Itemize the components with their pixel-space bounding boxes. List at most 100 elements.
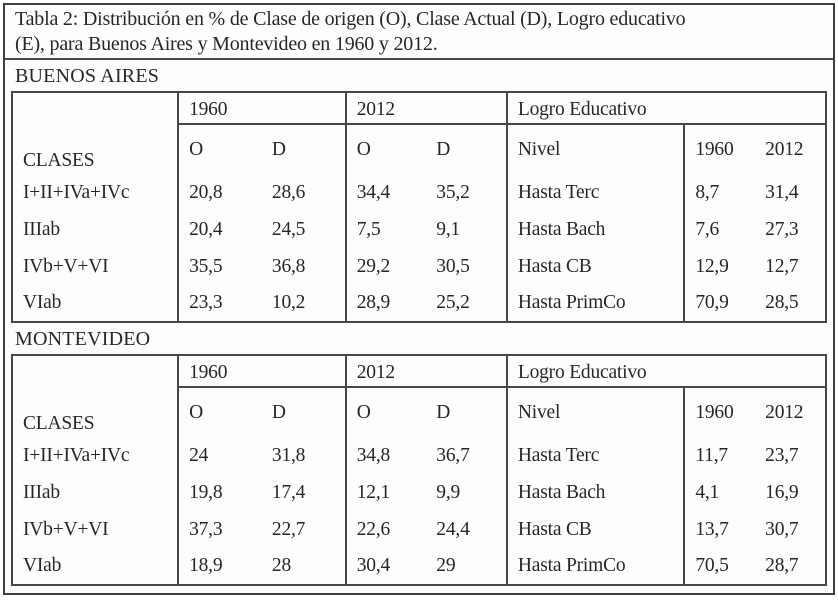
value-cell-logro-2012: 28,7: [765, 555, 799, 576]
logro-year-1960-header: 1960: [695, 138, 734, 160]
nivel-header: Nivel: [506, 387, 686, 437]
value-cell-d-1960: 24,5: [261, 211, 347, 248]
destination-header: D: [426, 387, 508, 437]
data-table-buenos-aires: CLASES 1960 2012 Logro Educativo O D O D…: [11, 91, 827, 323]
class-label-cell: VIab: [12, 285, 180, 322]
value-cell-d-2012: 9,1: [426, 211, 508, 248]
value-cell-logro-2012: 27,3: [765, 218, 799, 240]
nivel-label-cell: Hasta Bach: [506, 211, 686, 248]
value-cell-logro-1960: 11,7: [695, 444, 728, 466]
table-row: IIIab 19,8 17,4 12,1 9,9 Hasta Bach 4,1 …: [12, 474, 826, 511]
value-cell-d-2012: 9,9: [426, 474, 508, 511]
value-cell-o-2012: 30,4: [356, 555, 391, 576]
nivel-label-cell: Hasta Terc: [506, 174, 686, 211]
value-cell-d-1960: 36,8: [261, 248, 347, 285]
value-cell-logro-2012: 30,7: [765, 518, 799, 540]
value-cell-o-2012: 7,5: [356, 218, 381, 240]
header-row-years: CLASES 1960 2012 Logro Educativo: [12, 92, 826, 174]
value-cell-o-1960: 23,3: [189, 292, 223, 313]
origin-header: O: [189, 138, 203, 160]
value-cell-logro-1960: 8,7: [695, 181, 720, 203]
nivel-header: Nivel: [506, 124, 686, 174]
destination-header: D: [426, 124, 508, 174]
value-cell-logro-2012: 28,5: [765, 292, 799, 313]
table-title: Tabla 2: Distribución en % de Clase de o…: [5, 5, 833, 60]
table-frame: Tabla 2: Distribución en % de Clase de o…: [3, 3, 835, 595]
class-label-cell: IIIab: [12, 211, 180, 248]
destination-header: D: [261, 124, 347, 174]
nivel-label-cell: Hasta Terc: [506, 437, 686, 474]
value-cell-d-1960: 31,8: [261, 437, 347, 474]
table-row: VIab 18,9 28 30,4 29 Hasta PrimCo 70,5 2…: [12, 548, 826, 585]
value-cell-o-1960: 19,8: [189, 481, 223, 503]
value-cell-d-2012: 36,7: [426, 437, 508, 474]
value-cell-logro-1960: 13,7: [695, 518, 729, 540]
logro-year-2012-header: 2012: [765, 401, 804, 423]
value-cell-o-1960: 35,5: [189, 255, 223, 277]
year-1960-header: 1960: [178, 92, 347, 125]
nivel-label-cell: Hasta PrimCo: [506, 548, 686, 585]
value-cell-d-2012: 35,2: [426, 174, 508, 211]
table-row: IIIab 20,4 24,5 7,5 9,1 Hasta Bach 7,6 2…: [12, 211, 826, 248]
value-cell-logro-1960: 4,1: [695, 481, 720, 503]
value-cell-logro-1960: 70,9: [695, 292, 729, 313]
header-row-years: CLASES 1960 2012 Logro Educativo: [12, 355, 826, 437]
section-title-buenos-aires: BUENOS AIRES: [15, 65, 160, 87]
logro-educativo-header: Logro Educativo: [506, 355, 826, 388]
value-cell-logro-2012: 16,9: [765, 481, 799, 503]
value-cell-o-2012: 34,8: [356, 444, 391, 466]
logro-educativo-header: Logro Educativo: [506, 92, 826, 125]
value-cell-logro-1960: 12,9: [695, 255, 729, 277]
origin-header: O: [356, 138, 371, 160]
nivel-label-cell: Hasta PrimCo: [506, 285, 686, 322]
value-cell-o-2012: 29,2: [356, 255, 391, 277]
logro-year-1960-header: 1960: [695, 401, 734, 423]
section-title-montevideo: MONTEVIDEO: [15, 328, 151, 350]
table-title-line2: (E), para Buenos Aires y Montevideo en 1…: [15, 33, 438, 55]
class-label-cell: I+II+IVa+IVc: [12, 174, 180, 211]
year-2012-header: 2012: [345, 355, 508, 388]
year-1960-header: 1960: [178, 355, 347, 388]
year-2012-header: 2012: [345, 92, 508, 125]
value-cell-o-1960: 24: [189, 444, 209, 466]
table-row: I+II+IVa+IVc 24 31,8 34,8 36,7 Hasta Ter…: [12, 437, 826, 474]
nivel-label-cell: Hasta CB: [506, 248, 686, 285]
value-cell-d-1960: 28: [261, 548, 347, 585]
class-label-cell: IVb+V+VI: [12, 248, 180, 285]
table-row: VIab 23,3 10,2 28,9 25,2 Hasta PrimCo 70…: [12, 285, 826, 322]
value-cell-o-2012: 22,6: [356, 518, 391, 540]
nivel-label-cell: Hasta CB: [506, 511, 686, 548]
value-cell-o-1960: 18,9: [189, 555, 223, 576]
value-cell-logro-1960: 7,6: [695, 218, 720, 240]
value-cell-d-2012: 24,4: [426, 511, 508, 548]
origin-header: O: [189, 401, 203, 423]
value-cell-d-1960: 22,7: [261, 511, 347, 548]
value-cell-logro-2012: 23,7: [765, 444, 799, 466]
value-cell-d-2012: 25,2: [426, 285, 508, 322]
destination-header: D: [261, 387, 347, 437]
header-row-od: O D O D Nivel 1960 2012: [12, 387, 826, 437]
class-label-cell: IVb+V+VI: [12, 511, 180, 548]
origin-header: O: [356, 401, 371, 423]
table-row: IVb+V+VI 37,3 22,7 22,6 24,4 Hasta CB 13…: [12, 511, 826, 548]
header-row-od: O D O D Nivel 1960 2012: [12, 124, 826, 174]
value-cell-o-1960: 20,4: [189, 218, 223, 240]
value-cell-o-1960: 20,8: [189, 181, 223, 203]
table-title-line1: Tabla 2: Distribución en % de Clase de o…: [15, 8, 686, 30]
value-cell-d-1960: 17,4: [261, 474, 347, 511]
value-cell-d-1960: 28,6: [261, 174, 347, 211]
table-row: IVb+V+VI 35,5 36,8 29,2 30,5 Hasta CB 12…: [12, 248, 826, 285]
nivel-label-cell: Hasta Bach: [506, 474, 686, 511]
table-row: I+II+IVa+IVc 20,8 28,6 34,4 35,2 Hasta T…: [12, 174, 826, 211]
value-cell-logro-2012: 31,4: [765, 181, 799, 203]
value-cell-logro-2012: 12,7: [765, 255, 799, 277]
value-cell-d-1960: 10,2: [261, 285, 347, 322]
value-cell-o-2012: 34,4: [356, 181, 391, 203]
class-label-cell: VIab: [12, 548, 180, 585]
value-cell-o-1960: 37,3: [189, 518, 223, 540]
clases-header: CLASES: [12, 92, 180, 174]
logro-year-2012-header: 2012: [765, 138, 804, 160]
value-cell-o-2012: 12,1: [356, 481, 391, 503]
data-table-montevideo: CLASES 1960 2012 Logro Educativo O D O D…: [11, 354, 827, 586]
class-label-cell: I+II+IVa+IVc: [12, 437, 180, 474]
